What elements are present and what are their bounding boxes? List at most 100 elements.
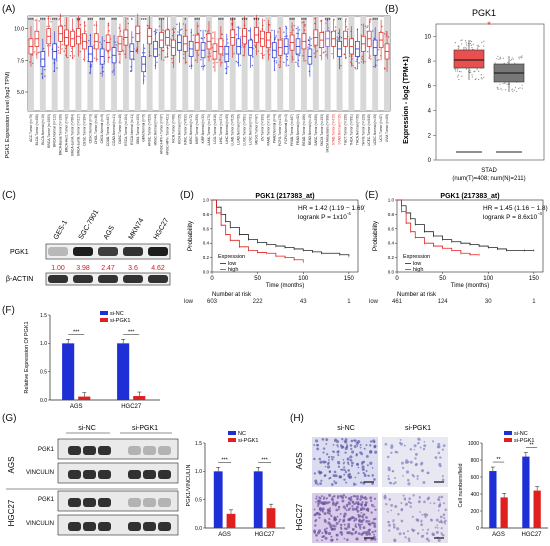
panel-a-point	[176, 23, 178, 26]
panel-a-point	[197, 32, 199, 35]
panel-a-star: **	[76, 18, 80, 24]
panel-a-star: ***	[28, 18, 34, 24]
panel-a-band	[122, 16, 129, 111]
bar-legend-swatch	[504, 431, 512, 435]
panel-a-box-30	[205, 21, 212, 62]
panel-a-point	[235, 33, 238, 36]
transwell-cell	[319, 497, 322, 500]
transwell-cell	[367, 510, 370, 512]
panel-a-point	[156, 61, 158, 64]
transwell-cell	[401, 461, 404, 465]
blot-c-pgk1-band	[73, 247, 93, 256]
transwell-cell	[416, 475, 419, 478]
transwell-cell	[314, 519, 317, 523]
transwell-cell	[320, 501, 324, 505]
transwell-cell	[373, 533, 375, 536]
transwell-cell	[357, 501, 360, 503]
panel-a-xlabel: GBM.Normal (n=5)	[142, 114, 146, 142]
panel-a-point	[348, 55, 351, 57]
blot-c-pgk1-band	[48, 247, 68, 256]
panel-a-point	[308, 43, 310, 46]
panel-a-point	[135, 49, 137, 52]
transwell-cell	[334, 481, 338, 485]
panel-a-point	[364, 61, 366, 63]
transwell-cell	[391, 470, 394, 473]
panel-b-tumor-point	[457, 70, 459, 72]
transwell-cell	[357, 466, 360, 469]
km-risk-title: Number at risk	[212, 292, 252, 298]
transwell-cell	[342, 494, 346, 497]
panel-a-xlabel: HNSC.Tumor (n=520)	[148, 114, 152, 146]
panel-a-point	[69, 55, 72, 57]
transwell-cell	[336, 444, 339, 447]
panel-b-tumor-point	[461, 75, 463, 77]
km-ytick-label: 0.8	[388, 212, 395, 217]
transwell-cell	[313, 444, 316, 446]
transwell-cell	[324, 536, 328, 540]
panel-a-point	[313, 46, 316, 48]
panel-a-band	[289, 16, 296, 111]
panel-b-ytick-label: 0	[428, 158, 432, 164]
panel-a-xlabel: COAD.Tumor (n=457)	[106, 114, 110, 146]
panel-b-normal-point	[496, 87, 498, 89]
transwell-cell	[342, 458, 345, 461]
panel-a-point	[364, 25, 367, 27]
bar-ytick-label: 800	[471, 458, 480, 464]
panel-a-ytick-label: 10.0	[14, 27, 24, 33]
panel-a-point	[58, 17, 61, 20]
panel-a-box-36	[241, 16, 247, 57]
transwell-cell	[349, 459, 353, 462]
panel-a-point	[46, 25, 48, 28]
transwell-cell	[356, 463, 359, 466]
transwell-cell	[394, 450, 398, 454]
transwell-cell	[322, 498, 325, 500]
bar-category-label: HGC27	[121, 404, 142, 410]
transwell-cell	[434, 456, 438, 459]
transwell-cell	[441, 448, 444, 451]
panel-b-tumor-point	[473, 71, 475, 73]
panel-a-point	[47, 17, 49, 20]
km-ytick-label: 0.2	[203, 255, 210, 260]
transwell-cell	[419, 438, 421, 441]
bar-category-label: AGS	[218, 532, 231, 538]
km-risk-value: 124	[438, 299, 449, 305]
transwell-cell	[439, 456, 442, 459]
panel-b-tumor-point	[475, 78, 477, 80]
panel-a-xlabel: UCEC.Tumor (n=545)	[367, 114, 371, 146]
panel-a-point	[146, 24, 149, 27]
transwell-cell	[346, 461, 350, 464]
km-xtick-label: 150	[344, 276, 355, 282]
bar-NC-HGC27	[253, 471, 263, 528]
panel-a-point	[351, 58, 353, 60]
transwell-cell	[371, 467, 374, 469]
panel-a-point	[275, 60, 277, 62]
transwell-cell	[332, 444, 335, 446]
panel-a-point	[337, 32, 340, 34]
panel-a-box-25	[176, 22, 183, 63]
transwell-cell	[414, 463, 418, 467]
transwell-cell	[339, 475, 341, 478]
panel-a-box-59	[378, 19, 384, 61]
transwell-cell	[325, 527, 328, 530]
km-title: PGK1 (217383_at)	[255, 193, 314, 200]
transwell-cell	[360, 533, 364, 536]
transwell-cell	[356, 445, 359, 447]
panel-a-point	[385, 31, 387, 33]
panel-a-xlabel: SARC.Tumor (n=259)	[314, 114, 318, 146]
panel-a-point	[182, 53, 185, 56]
panel-a-point	[108, 30, 110, 32]
panel-a-point	[373, 65, 375, 68]
transwell-cell	[392, 482, 396, 485]
transwell-cell	[343, 469, 346, 472]
panel-a-point	[207, 56, 209, 58]
panel-b-normal-point	[496, 58, 498, 60]
panel-a-point	[304, 24, 306, 26]
panel-a-point	[378, 49, 380, 51]
blot-g-band	[98, 498, 111, 507]
transwell-cell	[392, 525, 396, 529]
panel-a-xlabel: PCPG.Normal (n=3)	[284, 114, 288, 144]
transwell-cell	[414, 457, 417, 460]
panel-a-point	[61, 43, 63, 46]
panel-a-box-45	[295, 26, 301, 68]
panel-a-point	[287, 64, 289, 67]
